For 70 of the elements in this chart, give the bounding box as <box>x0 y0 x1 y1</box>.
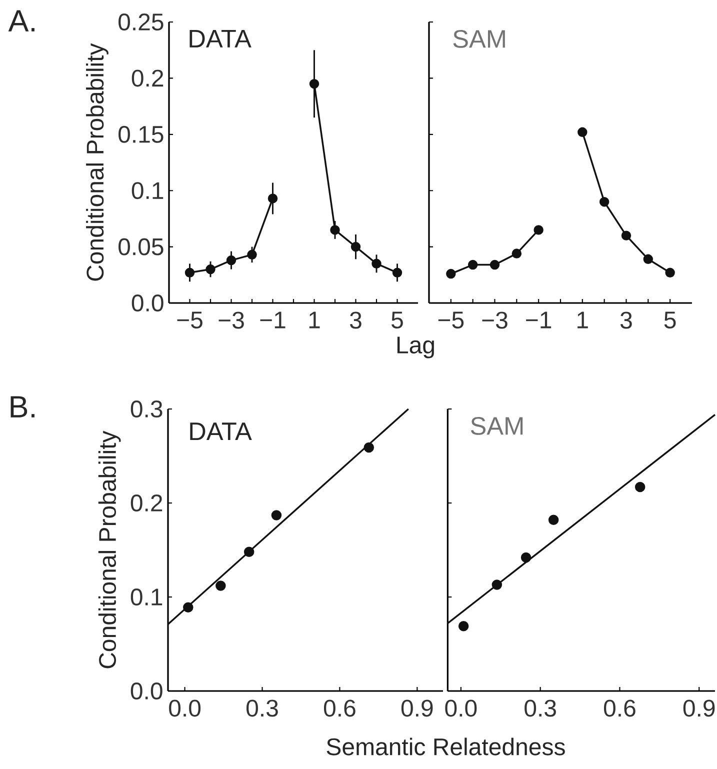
x-tick-label: −1 <box>526 312 552 328</box>
point <box>309 78 320 89</box>
point <box>665 268 675 278</box>
y-tick-label: 0.1 <box>130 588 162 606</box>
y-axis-title: Conditional Probability <box>86 43 108 281</box>
point <box>206 264 216 274</box>
y-tick-label: 0.1 <box>132 182 164 200</box>
point <box>372 258 382 269</box>
point <box>490 260 500 270</box>
y-tick-label: 0.05 <box>118 238 164 256</box>
y-tick-label: 0.0 <box>130 682 162 700</box>
point <box>247 250 257 260</box>
point <box>364 442 374 453</box>
x-tick-label: −3 <box>482 312 508 329</box>
point <box>534 225 544 235</box>
text: A. <box>8 10 34 32</box>
x-tick-label: 1 <box>309 312 320 328</box>
x-tick-label: 0.6 <box>324 700 356 717</box>
x-tick-label: 1 <box>578 312 588 328</box>
x-tick-label: 5 <box>392 312 403 328</box>
point <box>578 127 588 138</box>
y-tick-label: 0.2 <box>132 70 164 87</box>
x-tick-label: 0.0 <box>445 700 477 717</box>
point <box>621 230 632 240</box>
point <box>226 255 236 266</box>
point <box>548 514 559 526</box>
point <box>520 552 532 563</box>
point <box>183 602 194 612</box>
x-tick-label: 3 <box>350 312 362 329</box>
chart-title: DATA <box>190 30 252 48</box>
chart-title: SAM <box>470 416 523 435</box>
y-tick-label: 0.2 <box>130 494 162 512</box>
text: B. <box>10 396 34 418</box>
x-tick-label: 0.3 <box>524 700 556 717</box>
point <box>512 248 522 258</box>
x-tick-label: −3 <box>218 312 244 329</box>
point <box>216 580 226 591</box>
point <box>446 268 456 279</box>
chart-title: SAM <box>453 30 505 48</box>
x-tick-label: 0.3 <box>246 700 278 717</box>
point <box>350 242 361 252</box>
point <box>271 510 282 520</box>
point <box>184 268 195 278</box>
y-tick-label: 0.15 <box>118 126 164 143</box>
point <box>643 254 654 264</box>
x-tick-label: −1 <box>260 312 286 328</box>
x-tick-label: 3 <box>620 312 632 329</box>
point <box>599 196 610 207</box>
y-tick-label: 0.25 <box>118 14 164 30</box>
point <box>392 268 402 278</box>
x-tick-label: 0.0 <box>169 700 201 717</box>
point <box>458 621 469 632</box>
x-tick-label: 0.6 <box>604 700 636 717</box>
x-tick-label: −5 <box>438 312 464 328</box>
y-tick-label: 0.3 <box>130 400 162 418</box>
x-axis-title: Lag <box>397 336 434 358</box>
y-tick-label: 0.0 <box>132 294 164 312</box>
x-tick-label: 5 <box>664 312 676 328</box>
y-axis-title: Conditional Probability <box>98 430 121 668</box>
chart-title: DATA <box>190 422 252 440</box>
x-tick-label: −5 <box>177 312 202 328</box>
x-tick-label: 0.9 <box>683 700 715 717</box>
point <box>330 225 340 235</box>
point <box>634 482 646 492</box>
point <box>492 580 502 590</box>
x-tick-label: 0.9 <box>401 700 433 717</box>
point <box>468 260 478 270</box>
point <box>244 546 254 558</box>
x-axis-title: Semantic Relatedness <box>326 738 565 756</box>
point <box>268 194 278 204</box>
